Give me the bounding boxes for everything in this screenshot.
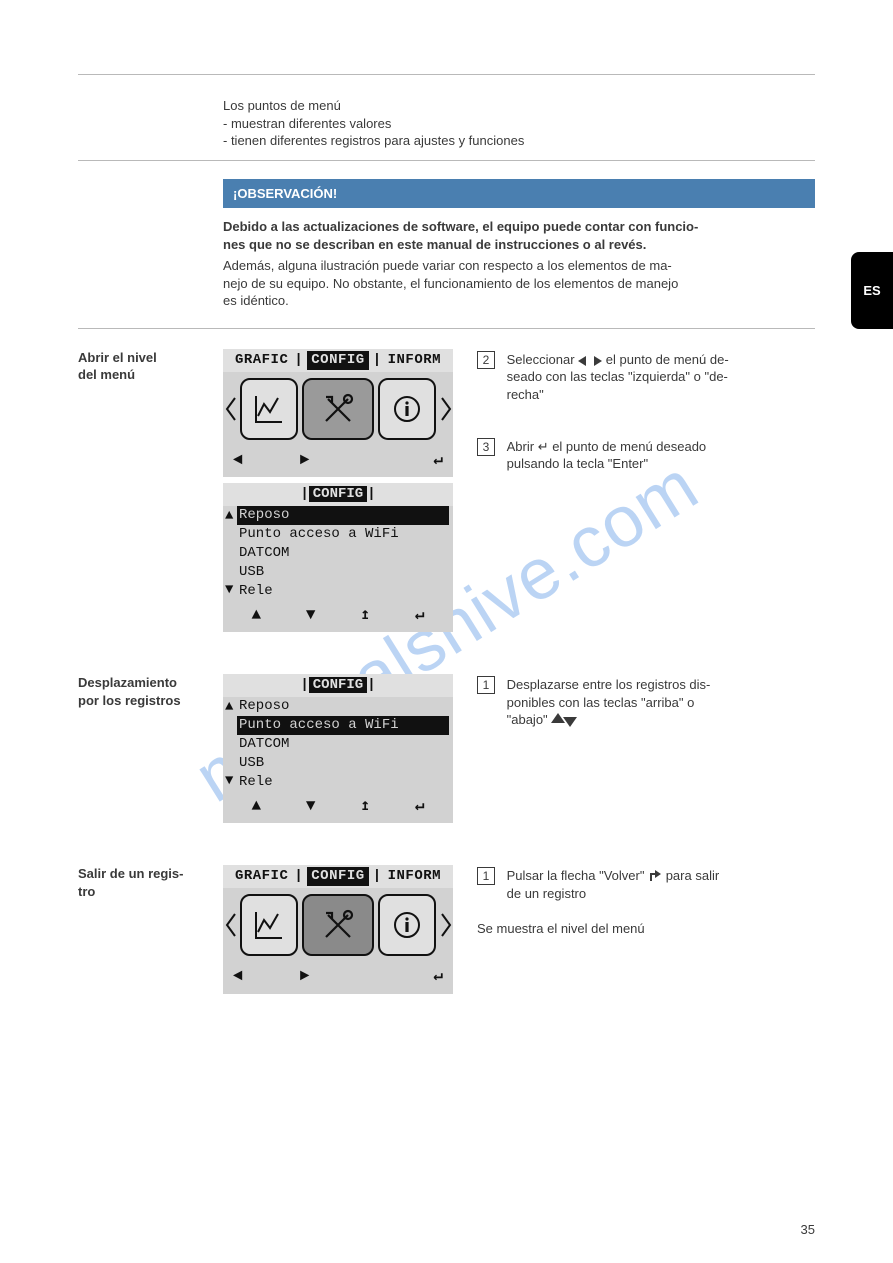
- step-line: 1 Pulsar la flecha "Volver" para salir d…: [477, 867, 815, 902]
- lcd-tab-center: CONFIG: [307, 867, 368, 886]
- step-line: 1 Desplazarse entre los registros dis- p…: [477, 676, 815, 729]
- scroll-up-icon: ▲: [225, 698, 233, 717]
- arrow-down-icon: ▼: [306, 796, 316, 818]
- step-number: 1: [477, 676, 495, 694]
- heading-salir: Salir de un regis- tro: [78, 865, 223, 1001]
- list-item: Punto acceso a WiFi: [237, 716, 449, 735]
- scroll-down-icon: ▼: [225, 581, 233, 600]
- note-bar: ¡OBSERVACIÓN!: [223, 179, 815, 209]
- list-item: Punto acceso a WiFi: [237, 525, 449, 544]
- lcd-list-title: CONFIG: [309, 486, 367, 502]
- arrow-down-icon: ▼: [306, 605, 316, 627]
- salir-tail: Se muestra el nivel del menú: [477, 920, 815, 938]
- step-number: 3: [477, 438, 495, 456]
- step-text-a: Seleccionar: [507, 352, 579, 367]
- lcd-pill-info-icon: [378, 894, 436, 956]
- note-bar-label: ¡OBSERVACIÓN!: [233, 186, 337, 201]
- lcd-left-chevron-icon: [223, 888, 238, 962]
- up-down-arrows-icon: [551, 712, 577, 727]
- lcd-tab-right: INFORM: [386, 351, 443, 370]
- list-item: USB: [237, 754, 449, 773]
- list-item: DATCOM: [237, 735, 449, 754]
- enter-icon: ↵: [433, 450, 443, 472]
- lcd-tab-left: GRAFIC: [233, 867, 290, 886]
- back-icon: ↥: [360, 605, 370, 627]
- lcd-tab-left: GRAFIC: [233, 351, 290, 370]
- lcd-right-chevron-icon: [438, 888, 453, 962]
- lcd-config-list-wifi: |CONFIG| ▲ Reposo Punto acceso a WiFi DA…: [223, 674, 453, 823]
- left-right-arrows-icon: [578, 352, 602, 367]
- lcd-config-list-reposo: |CONFIG| ▲ Reposo Punto acceso a WiFi DA…: [223, 483, 453, 632]
- arrow-up-icon: ▲: [251, 605, 261, 627]
- arrow-right-icon: ►: [300, 450, 310, 472]
- step-text-a: Pulsar la flecha "Volver": [507, 868, 648, 883]
- arrow-left-icon: ◄: [233, 450, 243, 472]
- arrow-up-icon: ▲: [251, 796, 261, 818]
- scroll-up-icon: ▲: [225, 507, 233, 526]
- lcd-pill-tools-icon: [302, 894, 374, 956]
- note-bold: Debido a las actualizaciones de software…: [223, 218, 815, 253]
- heading-abrir: Abrir el nivel del menú: [78, 349, 223, 640]
- list-item: USB: [237, 563, 449, 582]
- lcd-pill-chart-icon: [240, 894, 298, 956]
- step-text-a: Abrir: [507, 439, 538, 454]
- lcd-list-title: CONFIG: [309, 677, 367, 693]
- list-item: Rele: [237, 582, 449, 601]
- arrow-left-icon: ◄: [233, 966, 243, 988]
- step-line: 2 Seleccionar el punto de menú de- seado…: [477, 351, 815, 404]
- heading-registro: Desplazamiento por los registros: [78, 674, 223, 831]
- step-line: 3 Abrir ↵ el punto de menú deseado pulsa…: [477, 438, 815, 473]
- lcd-menu-level-2: GRAFIC|CONFIG|INFORM: [223, 865, 453, 993]
- lcd-tab-right: INFORM: [386, 867, 443, 886]
- list-item: Reposo: [237, 506, 449, 525]
- enter-icon: ↵: [415, 796, 425, 818]
- lcd-pill-tools-icon: [302, 378, 374, 440]
- lcd-pill-info-icon: [378, 378, 436, 440]
- enter-icon: ↵: [433, 966, 443, 988]
- note-rest: Además, alguna ilustración puede variar …: [223, 257, 815, 310]
- enter-icon: ↵: [415, 605, 425, 627]
- observacion-left: [78, 179, 223, 310]
- page-number: 35: [801, 1221, 815, 1239]
- list-item: DATCOM: [237, 544, 449, 563]
- step-number: 2: [477, 351, 495, 369]
- enter-inline-icon: ↵: [538, 439, 549, 454]
- arrow-right-icon: ►: [300, 966, 310, 988]
- back-icon: ↥: [360, 796, 370, 818]
- lcd-right-chevron-icon: [438, 372, 453, 446]
- list-item: Reposo: [237, 697, 449, 716]
- lcd-tab-center: CONFIG: [307, 351, 368, 370]
- note-left-spacer: [78, 97, 223, 150]
- lcd-menu-level: GRAFIC|CONFIG|INFORM: [223, 349, 453, 477]
- step-number: 1: [477, 867, 495, 885]
- lcd-pill-chart-icon: [240, 378, 298, 440]
- step-text-a: Desplazarse entre los registros dis- pon…: [507, 677, 711, 727]
- back-inline-icon: [648, 868, 662, 883]
- top-followup-a: Los puntos de menú - muestran diferentes…: [223, 97, 815, 150]
- lcd-left-chevron-icon: [223, 372, 238, 446]
- list-item: Rele: [237, 773, 449, 792]
- scroll-down-icon: ▼: [225, 772, 233, 791]
